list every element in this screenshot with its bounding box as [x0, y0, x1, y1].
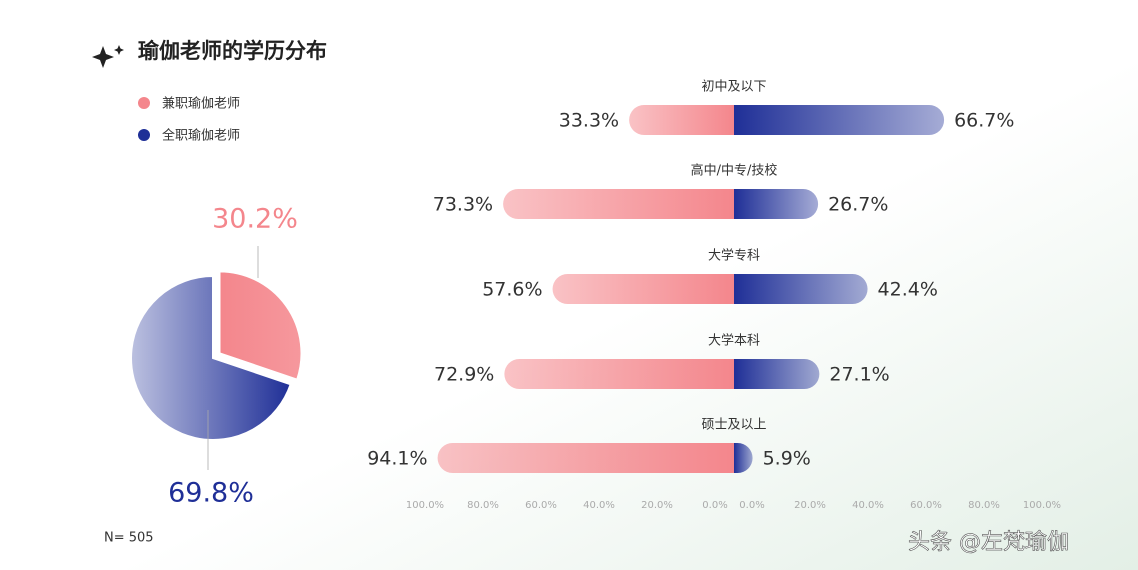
x-tick-label: 20.0% [794, 500, 826, 511]
legend-label: 兼职瑜伽老师 [162, 97, 240, 112]
x-tick-label: 80.0% [467, 500, 499, 511]
value-label: 33.3% [559, 110, 619, 132]
pie-slice [218, 270, 303, 381]
x-tick-label: 100.0% [1023, 500, 1061, 511]
legend-swatch [138, 129, 150, 141]
x-tick-label: 0.0% [702, 500, 727, 511]
value-label: 26.7% [828, 194, 888, 216]
bar-left [629, 105, 734, 135]
x-tick-label: 60.0% [525, 500, 557, 511]
value-label: 5.9% [763, 448, 811, 470]
bar-right [734, 274, 868, 304]
x-tick-label: 0.0% [739, 500, 764, 511]
pie-slice [130, 274, 292, 441]
legend-swatch [138, 97, 150, 109]
bar-left [503, 189, 734, 219]
category-label: 硕士及以上 [701, 418, 766, 433]
bar-right [734, 359, 820, 389]
bar-right [734, 105, 945, 135]
watermark: 头条 @左梵瑜伽 [908, 530, 1069, 555]
bar-right [734, 443, 753, 473]
value-label: 72.9% [434, 364, 494, 386]
value-label: 42.4% [878, 279, 938, 301]
category-label: 大学本科 [708, 333, 760, 349]
sample-size: N= 505 [104, 531, 154, 546]
pie-label: 69.8% [168, 478, 254, 509]
x-tick-label: 40.0% [852, 500, 884, 511]
category-label: 高中/中专/技校 [691, 163, 778, 179]
title: 瑜伽老师的学历分布 [138, 39, 327, 63]
x-tick-label: 40.0% [583, 500, 615, 511]
bar-right [734, 189, 819, 219]
bar-left [437, 443, 734, 473]
bar-left [504, 359, 734, 389]
category-label: 大学专科 [708, 248, 760, 264]
value-label: 27.1% [829, 364, 889, 386]
x-tick-label: 60.0% [910, 500, 942, 511]
sparkle-icon [92, 45, 124, 68]
value-label: 57.6% [482, 279, 542, 301]
category-label: 初中及以下 [701, 80, 766, 95]
x-tick-label: 20.0% [641, 500, 673, 511]
x-tick-label: 80.0% [968, 500, 1000, 511]
pie-label: 30.2% [212, 204, 298, 235]
value-label: 94.1% [367, 448, 427, 470]
legend-label: 全职瑜伽老师 [162, 128, 240, 144]
value-label: 73.3% [433, 194, 493, 216]
value-label: 66.7% [954, 110, 1014, 132]
bar-left [552, 274, 734, 304]
x-tick-label: 100.0% [406, 500, 444, 511]
